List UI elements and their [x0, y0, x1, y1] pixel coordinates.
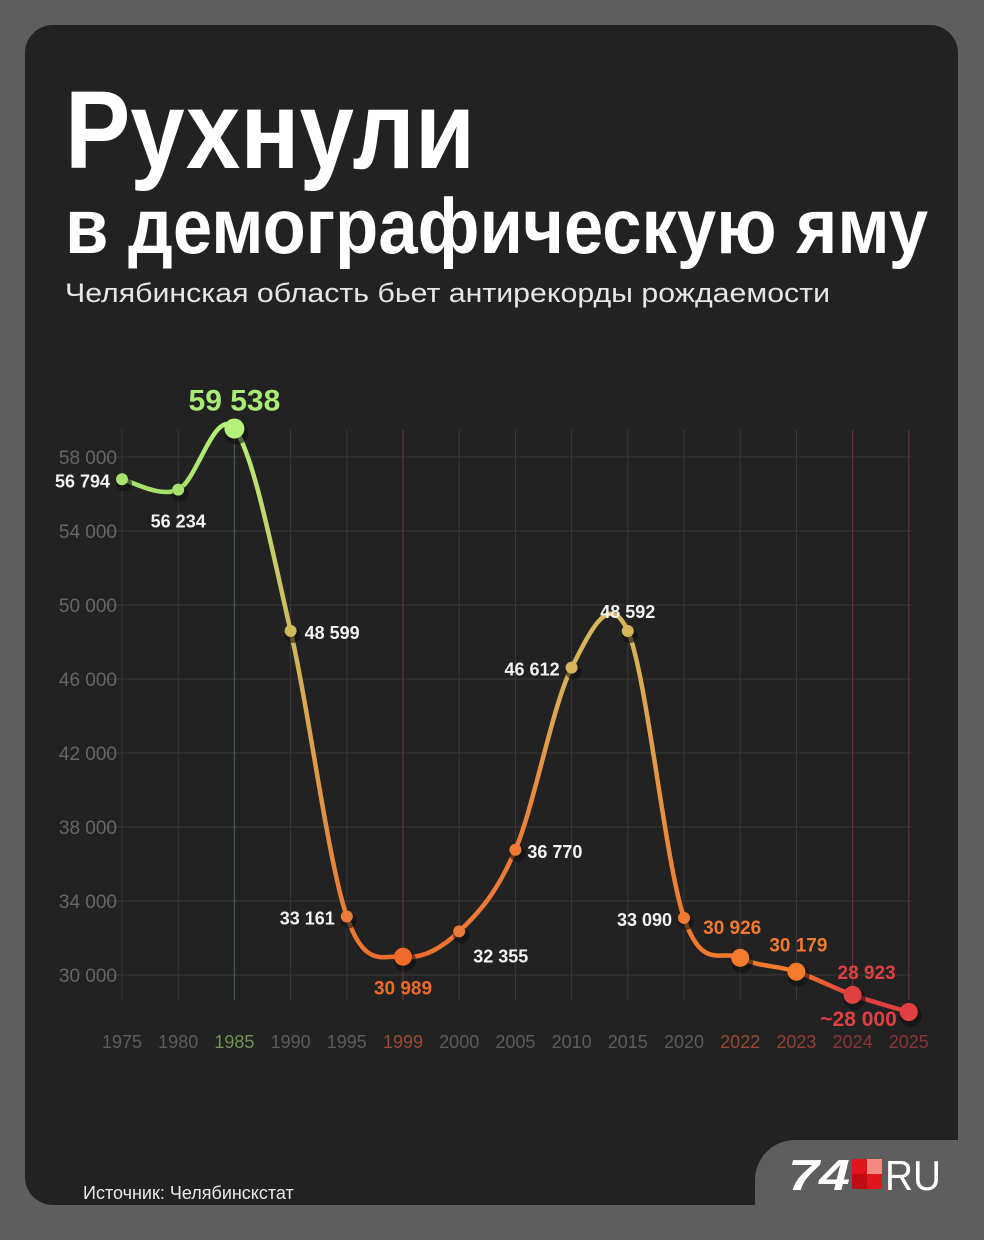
x-tick-label-2024: 2024: [833, 1032, 873, 1052]
data-label-1990: 48 599: [305, 623, 360, 643]
birth-rate-chart: Рухнули в демографическую яму Челябинска…: [55, 69, 929, 1052]
line-segment: [232, 426, 293, 634]
y-tick-label: 38 000: [59, 818, 117, 839]
x-tick-label-1980: 1980: [158, 1032, 198, 1052]
x-tick-label-1990: 1990: [271, 1032, 311, 1052]
data-point-1995: [340, 910, 353, 923]
data-labels: 56 794 56 234 59 538 48 599 33 161 30 989 32 3…: [55, 385, 897, 1031]
y-tick-label: 54 000: [59, 522, 117, 543]
x-tick-label-2010: 2010: [552, 1032, 592, 1052]
svg-text:RU: RU: [885, 1153, 941, 1198]
data-label-2000: 32 355: [473, 946, 528, 966]
x-tick-label-2025: 2025: [889, 1032, 929, 1052]
data-point-2024: [843, 985, 862, 1004]
infographic-card: Рухнули в демографическую яму Челябинска…: [25, 25, 958, 1205]
data-label-2023: 30 179: [769, 936, 827, 957]
data-point-2010: [565, 661, 578, 674]
title-line-2: в демографическую яму: [65, 182, 928, 270]
title-line-1: Рухнули: [65, 69, 475, 192]
74ru-logo[interactable]: 74 RU: [788, 1153, 943, 1198]
source-note: Источник: Челябинскстат: [83, 1183, 294, 1203]
x-tick-label-2020: 2020: [664, 1032, 704, 1052]
data-label-2015: 48 592: [600, 602, 655, 622]
data-label-2020: 33 090: [617, 910, 672, 930]
data-label-2010: 46 612: [505, 660, 560, 680]
x-tick-label-1985: 1985: [214, 1032, 254, 1052]
x-tick-label-2022: 2022: [720, 1032, 760, 1052]
y-tick-label: 34 000: [59, 892, 117, 913]
data-label-1995: 33 161: [280, 909, 335, 929]
line-segment: [513, 665, 574, 853]
data-point-2015: [621, 625, 634, 638]
data-label-1975: 56 794: [55, 471, 110, 491]
y-tick-label: 30 000: [59, 966, 117, 987]
data-point-1975: [116, 473, 128, 486]
x-tick-label-2000: 2000: [439, 1032, 479, 1052]
logo-notch: [755, 1140, 984, 1240]
x-tick-label-2005: 2005: [495, 1032, 535, 1052]
data-label-1980: 56 234: [151, 512, 206, 532]
data-label-1999: 30 989: [374, 979, 432, 1000]
data-point-2025: [899, 1003, 918, 1021]
data-label-2005: 36 770: [527, 842, 582, 862]
data-point-2020: [678, 911, 690, 924]
line-segment: [569, 611, 631, 670]
line-segment: [288, 628, 350, 919]
x-tick-label-2015: 2015: [608, 1032, 648, 1052]
data-label-2022: 30 926: [703, 918, 761, 939]
grid: [105, 430, 913, 1000]
line-segment: [456, 847, 518, 934]
data-point-1985: [224, 418, 245, 439]
line-segment: [625, 628, 687, 921]
data-point-1999: [394, 947, 412, 966]
y-tick-label: 42 000: [59, 744, 117, 765]
data-point-1980: [172, 483, 185, 496]
x-tick-label-1975: 1975: [102, 1032, 142, 1052]
data-point-2000: [453, 925, 466, 938]
data-points: [116, 418, 922, 1027]
data-label-2025: ~28 000: [820, 1008, 897, 1031]
x-axis: 1975 1980 1985 1990 1995 1999 2000 2005 2010 2015…: [102, 1032, 929, 1052]
data-point-2023: [787, 962, 806, 981]
y-tick-label: 58 000: [59, 448, 117, 469]
y-tick-label: 46 000: [59, 670, 117, 691]
y-axis: 30 000 34 000 38 000 42 000 46 000 50 000 54 0…: [59, 448, 117, 987]
y-tick-label: 50 000: [59, 596, 117, 617]
svg-text:74: 74: [788, 1153, 850, 1198]
data-label-2024: 28 923: [838, 963, 896, 984]
data-point-2005: [509, 843, 522, 856]
subtitle: Челябинская область бьет антирекорды рож…: [65, 278, 830, 308]
data-point-2022: [731, 948, 750, 967]
x-tick-label-1999: 1999: [383, 1032, 423, 1052]
data-point-1990: [284, 624, 297, 637]
x-tick-label-2023: 2023: [776, 1032, 816, 1052]
x-tick-label-1995: 1995: [327, 1032, 367, 1052]
data-label-1985: 59 538: [189, 385, 281, 418]
